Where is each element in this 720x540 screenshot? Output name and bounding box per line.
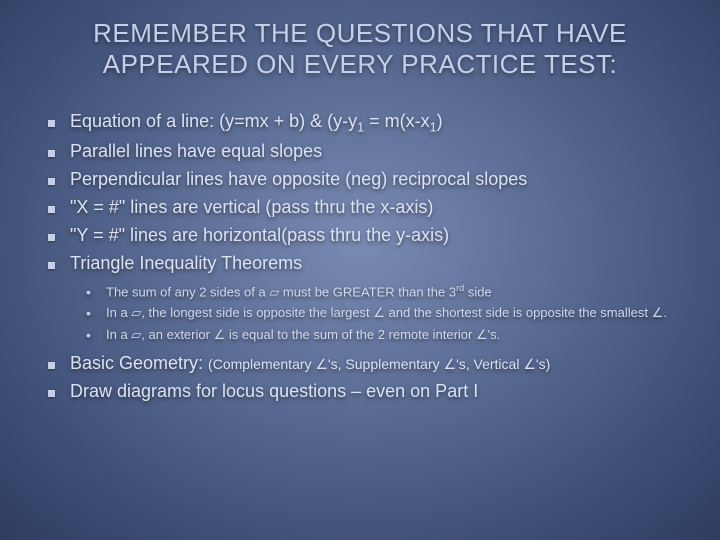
- title-line-2: APPEARED ON EVERY PRACTICE TEST:: [50, 49, 670, 80]
- slide-container: REMEMBER THE QUESTIONS THAT HAVE APPEARE…: [0, 0, 720, 540]
- bullet-item: "Y = #" lines are horizontal(pass thru t…: [48, 222, 690, 250]
- bullet-item: Triangle Inequality Theorems: [48, 250, 690, 278]
- slide-title: REMEMBER THE QUESTIONS THAT HAVE APPEARE…: [30, 18, 690, 80]
- sub-bullet-item: In a ▱, the longest side is opposite the…: [86, 303, 690, 323]
- main-bullet-list: Equation of a line: (y=mx + b) & (y-y1 =…: [30, 108, 690, 278]
- bullet-item: Basic Geometry: (Complementary ∠'s, Supp…: [48, 350, 690, 378]
- bullet-item: Equation of a line: (y=mx + b) & (y-y1 =…: [48, 108, 690, 138]
- bullet-item: Draw diagrams for locus questions – even…: [48, 378, 690, 406]
- title-line-1: REMEMBER THE QUESTIONS THAT HAVE: [50, 18, 670, 49]
- sub-bullet-item: The sum of any 2 sides of a ▱ must be GR…: [86, 282, 690, 302]
- bullet-item: Perpendicular lines have opposite (neg) …: [48, 166, 690, 194]
- bullet-item: "X = #" lines are vertical (pass thru th…: [48, 194, 690, 222]
- sub-bullet-list: The sum of any 2 sides of a ▱ must be GR…: [30, 282, 690, 345]
- main-bullet-list-after: Basic Geometry: (Complementary ∠'s, Supp…: [30, 350, 690, 406]
- sub-bullet-item: In a ▱, an exterior ∠ is equal to the su…: [86, 325, 690, 345]
- bullet-item: Parallel lines have equal slopes: [48, 138, 690, 166]
